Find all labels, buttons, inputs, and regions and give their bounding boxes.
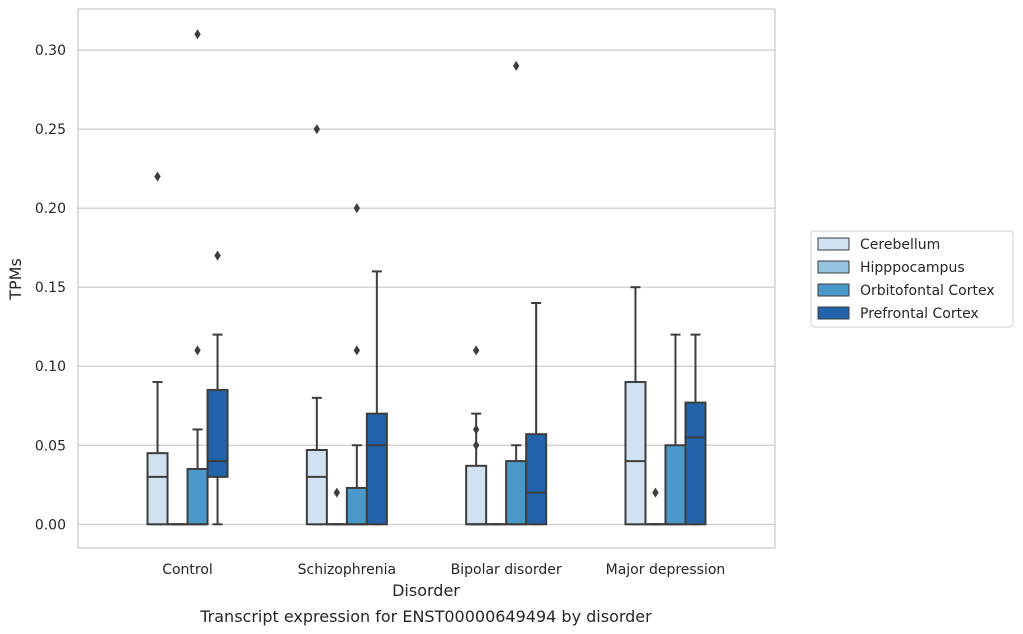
box-3-0 (624, 286, 647, 526)
x-tick-label: Major depression (606, 562, 726, 578)
box-3-3 (684, 333, 707, 526)
legend-swatch (817, 260, 850, 274)
x-tick-label: Control (162, 562, 213, 578)
outlier-point (472, 345, 480, 356)
outlier-point (194, 345, 201, 356)
box-rect (624, 381, 647, 526)
plot-frame (77, 8, 776, 549)
legend: Cerebellum Hipppocampus Orbitofontal Corte… (810, 230, 1014, 328)
outlier-point (194, 29, 201, 40)
box-2-2 (505, 60, 528, 526)
outlier-point (154, 171, 161, 182)
legend-label: Orbitofontal Cortex (860, 283, 995, 299)
outlier-point (652, 487, 659, 498)
x-tick-label: Schizophrenia (298, 562, 396, 578)
outlier-point (333, 487, 341, 498)
box-rect (146, 452, 169, 526)
box-1-3 (365, 270, 388, 526)
y-tick-label: 0.30 (35, 43, 66, 59)
legend-swatch (817, 283, 850, 297)
y-tick-label: 0.10 (35, 359, 66, 375)
x-tick-labels: Control Schizophrenia Bipolar disorder Majo… (162, 562, 725, 578)
box-rect (305, 449, 328, 526)
legend-label: Hipppocampus (860, 260, 965, 276)
box-2-0 (465, 345, 488, 526)
box-rect (505, 460, 528, 526)
y-tick-label: 0.00 (35, 517, 66, 533)
x-tick-label: Bipolar disorder (451, 562, 562, 578)
y-tick-label: 0.05 (35, 438, 66, 454)
outlier-point (353, 345, 361, 356)
y-tick-label: 0.20 (35, 201, 66, 217)
x-axis-title: Disorder (392, 581, 460, 600)
legend-swatch (817, 306, 850, 320)
legend-label: Cerebellum (860, 237, 940, 253)
y-tick-labels: 0.00 0.05 0.10 0.15 0.20 0.25 0.30 (35, 43, 66, 533)
box-rect (684, 401, 707, 526)
box-rect (465, 464, 488, 526)
outlier-point (313, 124, 321, 135)
box-rect (345, 486, 368, 526)
y-tick-label: 0.25 (35, 122, 66, 138)
y-tick-label: 0.15 (35, 280, 66, 296)
legend-swatch (817, 237, 850, 251)
box-3-2 (664, 333, 687, 526)
box-0-0 (146, 171, 169, 526)
box-rect (365, 412, 388, 526)
outlier-point (353, 203, 361, 214)
box-0-3 (206, 250, 229, 526)
chart-caption: Transcript expression for ENST0000064949… (199, 607, 652, 626)
outlier-point (472, 440, 480, 451)
box-rect (525, 433, 548, 526)
outlier-point (472, 424, 480, 435)
box-1-0 (305, 124, 328, 526)
outlier-point (512, 60, 520, 71)
y-axis-title: TPMs (6, 258, 25, 301)
box-rect (206, 388, 229, 478)
box-2-3 (525, 302, 548, 526)
legend-label: Prefrontal Cortex (860, 306, 979, 322)
box-rect (186, 467, 209, 526)
box-0-2 (186, 29, 209, 526)
boxes-layer (146, 29, 707, 526)
legend-frame (810, 230, 1014, 328)
outlier-point (214, 250, 221, 261)
box-rect (664, 444, 687, 526)
plot-background (78, 9, 775, 548)
